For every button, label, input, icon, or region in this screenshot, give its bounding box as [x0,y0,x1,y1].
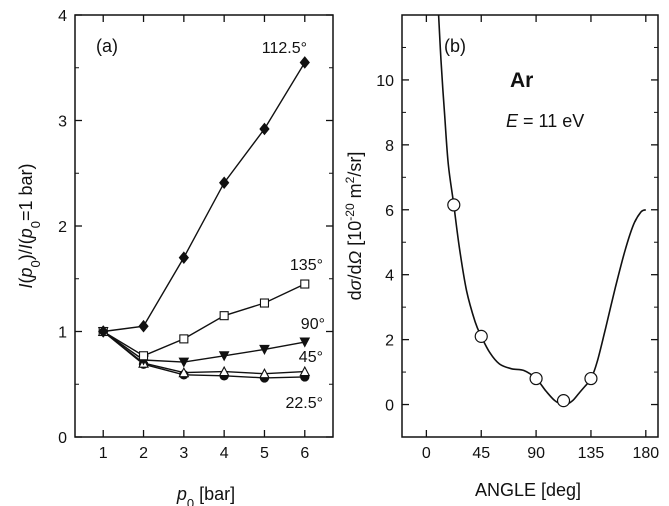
panel-b-ytick-label: 2 [385,333,394,350]
panel-a-ylabel: I(p0)/I(p0=1 bar) [16,163,43,288]
panel-b-ytick-label: 8 [385,138,394,155]
panel-b-ticks: 0 45 90 135 180 0 2 4 6 8 10 [376,15,659,462]
panel-a-series [97,56,311,383]
series-point-1 [138,351,149,361]
series-point-3 [259,368,270,379]
cross-section-point [447,198,461,212]
series-point-0 [98,325,109,338]
series-point-1 [259,298,270,308]
series-label-22: 22.5° [285,395,323,412]
series-point-3 [218,365,230,377]
panel-b-ytick-label: 6 [385,203,394,220]
series-line-1 [102,283,306,357]
series-point-1 [179,334,189,344]
species-label: Ar [510,69,533,92]
panel-a-xtick-label: 4 [220,445,229,462]
cross-section-point [584,371,598,386]
panel-a-ytick-label: 4 [58,8,67,25]
panel-a-xtick-label: 2 [139,445,148,462]
panel-b-ylabel: dσ/dΩ [10-20 m2/sr] [343,152,365,301]
panel-b-xtick-label: 45 [472,445,490,462]
series-line-3 [102,330,305,375]
series-point-0 [259,122,270,136]
panel-a-ticks: 1 2 3 4 5 6 0 1 2 3 4 [58,8,333,462]
panel-a-ytick-label: 3 [58,114,67,131]
panel-b-ytick-label: 4 [385,268,394,285]
panel-b-xtick-label: 180 [632,445,659,462]
cross-section-curve [437,14,647,406]
panel-b-xtick-label: 135 [578,445,605,462]
series-point-0 [138,319,149,333]
series-point-2 [178,357,190,368]
series-point-2 [299,337,311,348]
panel-b-series [437,14,647,408]
panel-a-xlabel: p0 [bar] [176,484,235,506]
panel-a-xtick-label: 6 [300,445,309,462]
panel-b-ytick-label: 10 [376,73,394,90]
panel-a-tag: (a) [96,36,118,56]
series-point-0 [299,56,310,69]
energy-label: E = 11 eV [506,111,584,131]
series-label-45: 45° [299,349,323,366]
series-point-1 [219,311,229,321]
series-label-112: 112.5° [262,40,307,57]
panel-b-ytick-label: 0 [385,398,394,415]
series-line-0 [103,62,306,333]
panel-a-xtick-label: 3 [179,445,188,462]
panel-a-ytick-label: 1 [58,325,67,342]
series-line-2 [102,330,305,363]
energy-symbol: E [506,111,519,131]
series-point-0 [219,176,230,190]
panel-a-ytick-label: 2 [58,219,67,236]
panel-b-xtick-label: 0 [422,445,431,462]
panel-b-tag: (b) [444,36,466,56]
panel-a-frame [74,14,334,438]
series-point-3 [178,366,190,378]
energy-value: = 11 eV [518,111,584,131]
series-point-1 [300,279,310,289]
panel-a-xtick-label: 1 [99,445,108,462]
series-label-135: 135° [290,257,323,274]
series-point-2 [259,344,270,356]
panel-b-frame [401,14,659,438]
panel-b-xtick-label: 90 [527,445,545,462]
panel-a-xtick-label: 5 [260,445,269,462]
series-point-2 [218,351,230,362]
series-label-90: 90° [301,316,325,333]
series-point-3 [299,365,311,377]
series-line-4 [102,330,305,379]
panel-a-ytick-label: 0 [58,430,67,447]
series-point-0 [178,251,189,264]
cross-section-point [556,394,571,408]
cross-section-point [529,371,543,386]
panel-b-xlabel: ANGLE [deg] [475,480,581,500]
cross-section-point [474,329,488,343]
